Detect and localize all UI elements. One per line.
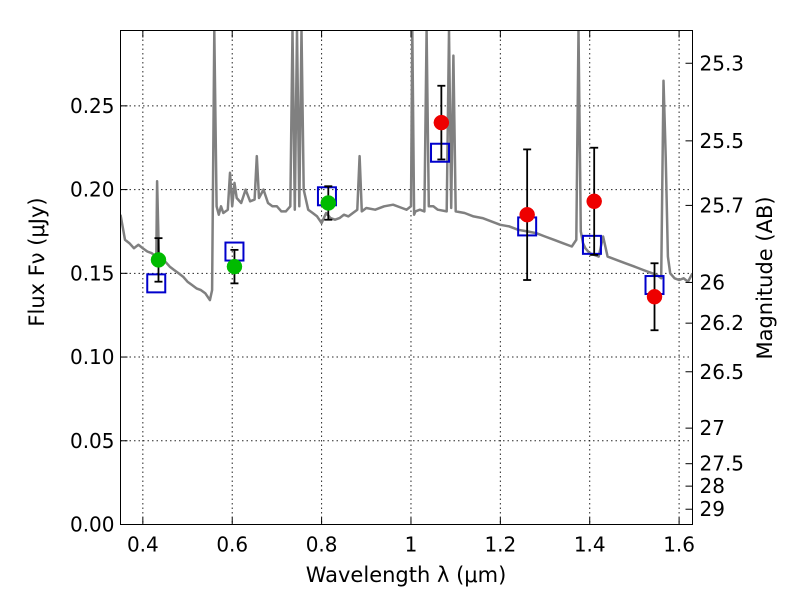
observed-flux-point — [320, 195, 337, 211]
mag-tick-label: 25.7 — [700, 193, 745, 217]
model-photometry-point — [146, 273, 167, 294]
mag-tick-label: 25.3 — [700, 51, 745, 75]
grid-lines — [120, 30, 693, 525]
x-tick-label: 0.8 — [306, 533, 338, 557]
mag-tick-label: 26.2 — [700, 311, 745, 335]
x-tick-label: 1.6 — [663, 533, 695, 557]
x-axis-label: Wavelength λ (μm) — [306, 563, 507, 587]
observed-flux-point — [646, 289, 663, 305]
x-tick-label: 1.4 — [574, 533, 606, 557]
y2-axis-label: Magnitude (AB) — [753, 196, 777, 359]
x-tick-label: 0.4 — [127, 533, 159, 557]
observed-flux-point — [150, 252, 167, 268]
x-tick-label: 1.2 — [484, 533, 516, 557]
y-tick-label: 0.25 — [70, 94, 115, 118]
plot-frame — [120, 30, 693, 525]
observed-flux-point — [226, 258, 243, 275]
y-axis-label: Flux Fν (μJy) — [25, 197, 49, 326]
y-tick-label: 0.10 — [70, 345, 115, 369]
x-tick-label: 1 — [405, 533, 418, 557]
y-tick-label: 0.05 — [70, 429, 115, 453]
mag-tick-label: 27 — [700, 416, 725, 440]
y-tick-label: 0.00 — [70, 513, 115, 537]
mag-tick-label: 26.5 — [700, 360, 745, 384]
model-photometry-point — [430, 142, 451, 163]
x-tick-label: 0.6 — [216, 533, 248, 557]
observed-flux-point — [519, 206, 535, 223]
mag-tick-label: 29 — [700, 497, 725, 521]
y-tick-label: 0.15 — [70, 261, 115, 285]
mag-tick-label: 27.5 — [700, 452, 745, 476]
observed-flux-point — [433, 114, 450, 131]
mag-tick-label: 26 — [700, 270, 725, 294]
y-tick-label: 0.20 — [70, 178, 115, 202]
mag-tick-label: 25.5 — [700, 129, 745, 153]
mag-tick-label: 28 — [700, 474, 725, 498]
data-series — [120, 30, 693, 332]
spectrum-line — [120, 30, 693, 302]
model-photometry-point — [581, 234, 602, 255]
axis-ticks: 0.4 0.6 0.8 1 1.2 1.4 1.6 0.00 0.05 0.10 0.15 0.20 0… — [70, 30, 745, 557]
observed-flux-point — [586, 193, 602, 210]
